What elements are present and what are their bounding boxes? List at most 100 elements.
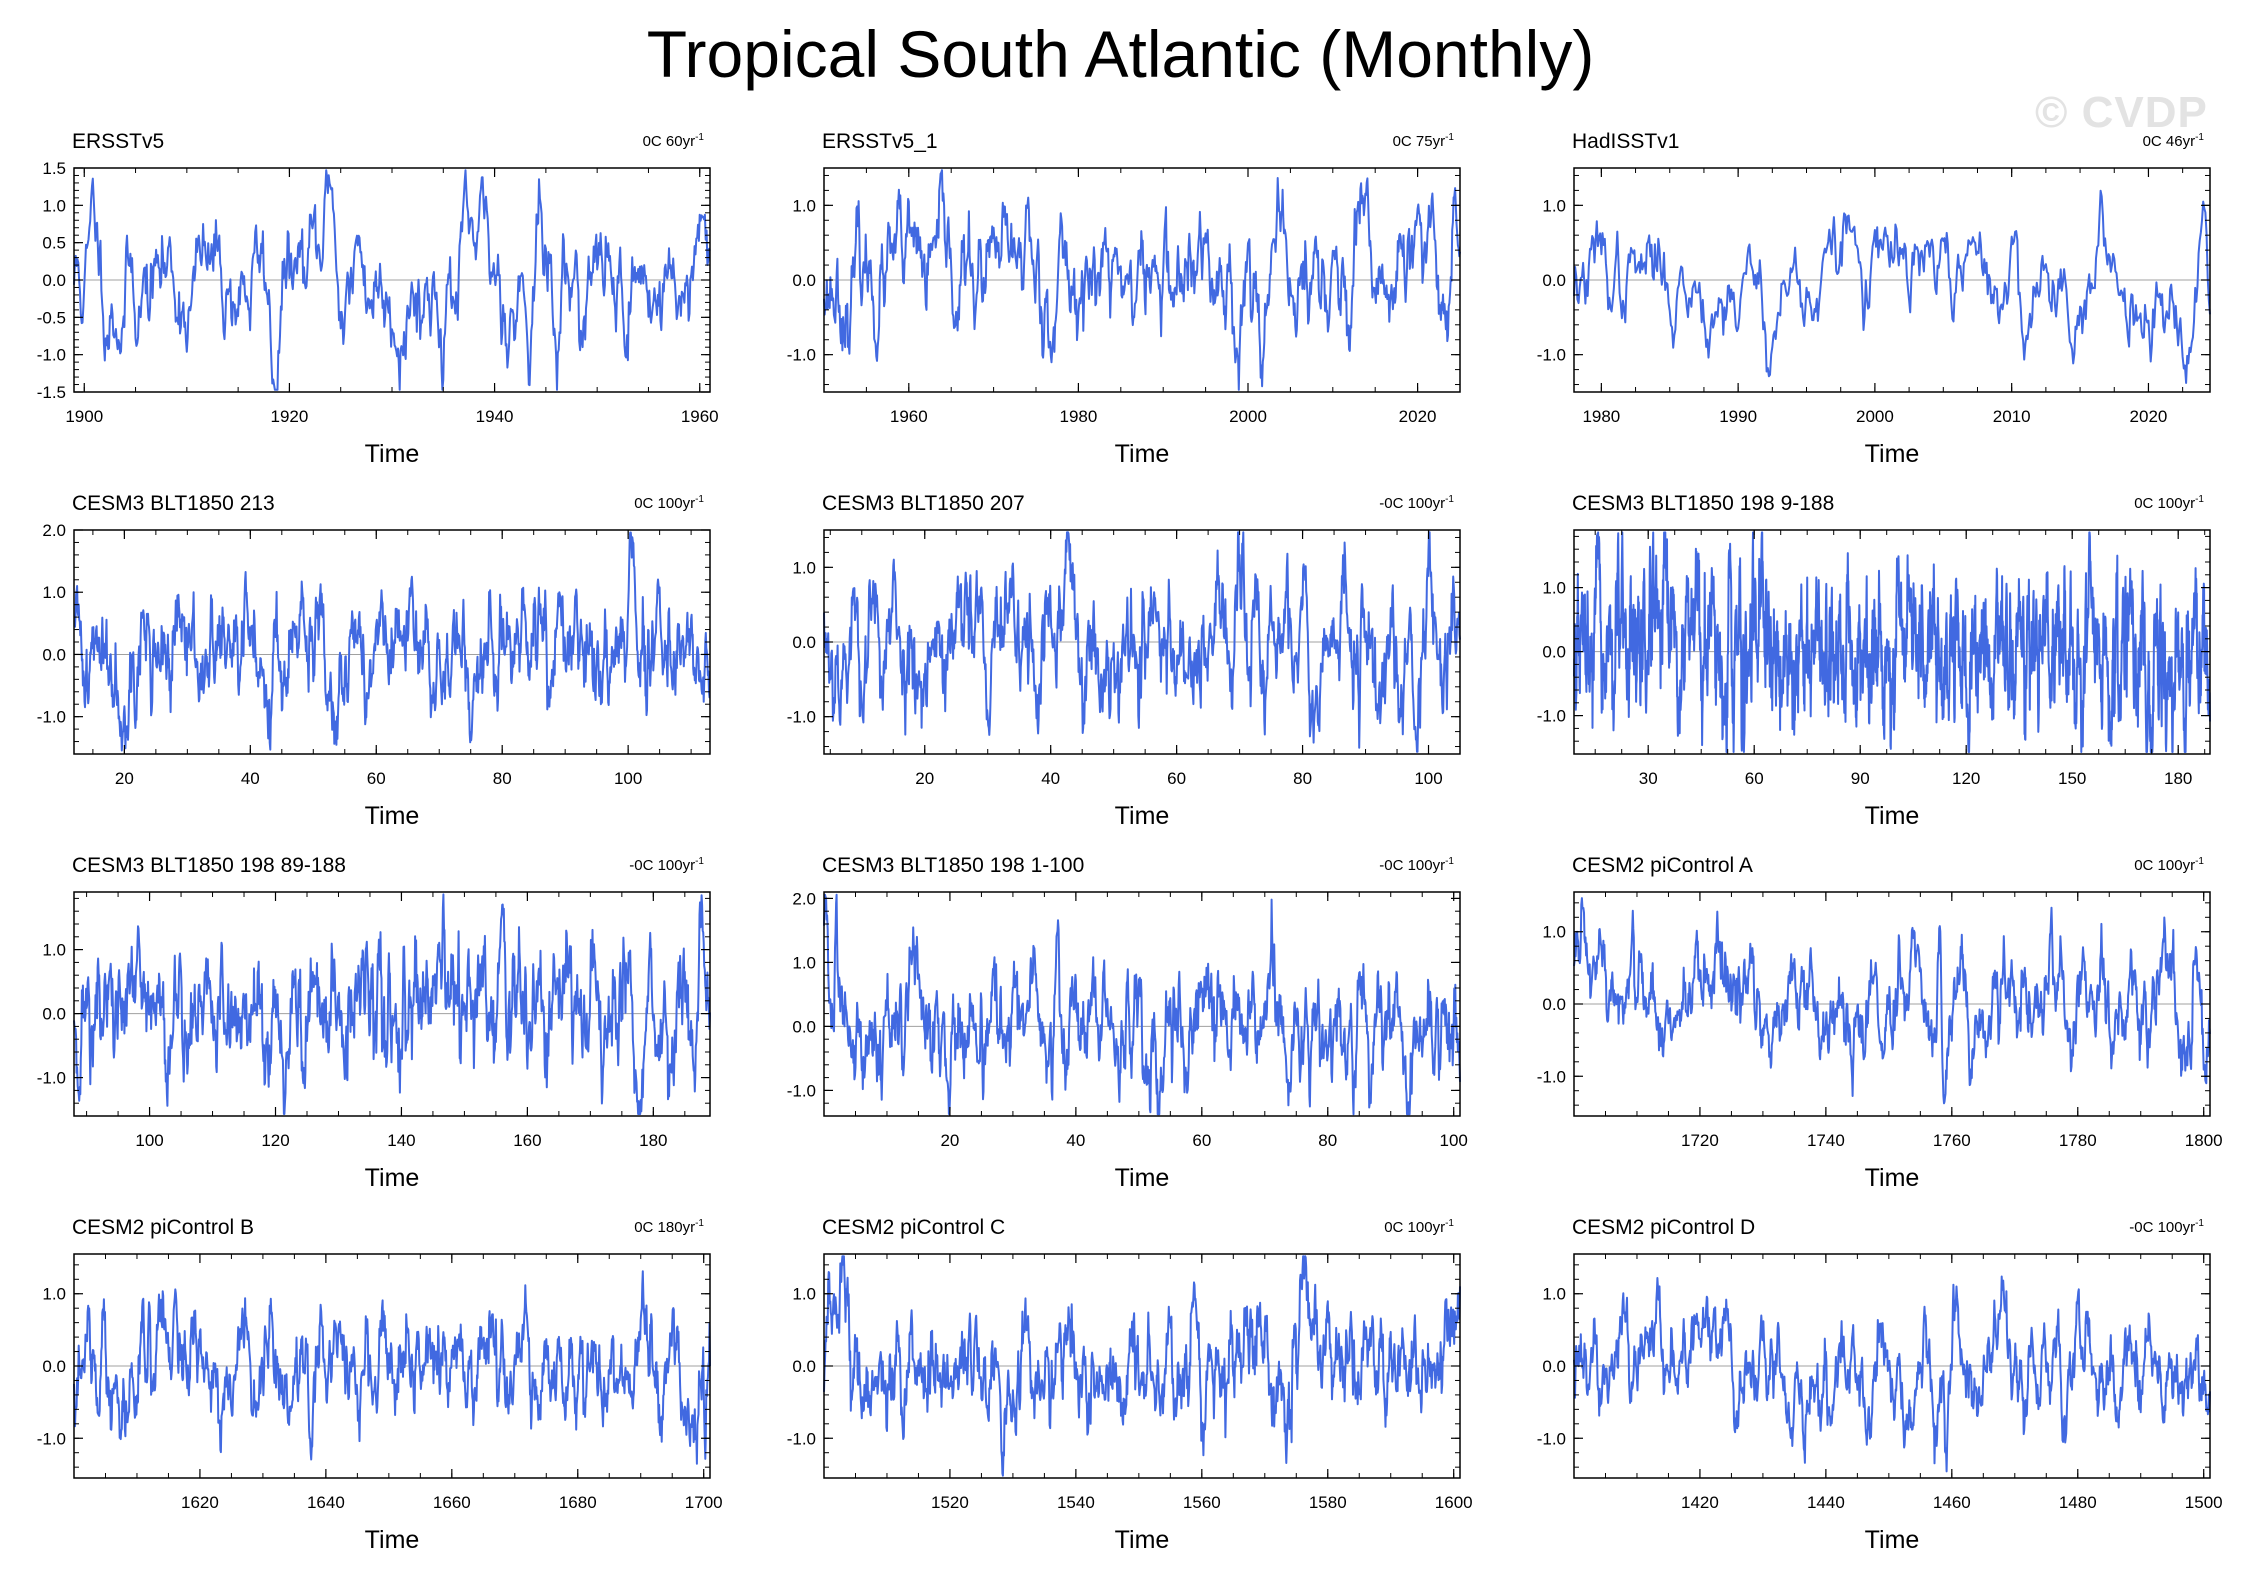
y-tick-label: 2.0 (792, 889, 816, 908)
x-tick-label: 140 (387, 1131, 415, 1150)
series-line (823, 169, 1461, 391)
x-tick-label: 90 (1851, 769, 1870, 788)
x-axis-label: Time (365, 1526, 420, 1554)
panel-title: CESM2 piControl A (1572, 854, 1753, 877)
y-tick-label: -1.0 (37, 1429, 66, 1448)
y-tick-label: -1.0 (787, 346, 816, 365)
x-tick-label: 180 (639, 1131, 667, 1150)
x-axis-label: Time (1865, 802, 1920, 830)
y-tick-label: 0.0 (42, 1005, 66, 1024)
x-tick-label: 100 (135, 1131, 163, 1150)
x-tick-label: 20 (915, 769, 934, 788)
y-tick-label: -1.0 (1537, 346, 1566, 365)
plot-frame (823, 891, 1461, 1117)
panel-title: CESM2 piControl D (1572, 1216, 1755, 1239)
x-tick-label: 2000 (1229, 407, 1267, 426)
x-tick-label: 60 (1167, 769, 1186, 788)
y-tick-label: 1.0 (1542, 1285, 1566, 1304)
x-tick-label: 1600 (1435, 1493, 1473, 1512)
x-tick-label: 160 (513, 1131, 541, 1150)
x-tick-label: 180 (2164, 769, 2192, 788)
x-tick-label: 1760 (1933, 1131, 1971, 1150)
panel-title: CESM3 BLT1850 198 9-188 (1572, 492, 1834, 515)
x-tick-label: 1700 (685, 1493, 723, 1512)
y-tick-label: 1.0 (792, 558, 816, 577)
x-axis-label: Time (1115, 1164, 1170, 1192)
x-tick-label: 2010 (1993, 407, 2031, 426)
trend-label: 0C 100yr-1 (2134, 856, 2204, 874)
y-tick-label: 1.0 (792, 196, 816, 215)
y-tick-label: -1.5 (37, 383, 66, 402)
y-tick-label: 0.5 (42, 234, 66, 253)
x-tick-label: 80 (1293, 769, 1312, 788)
x-tick-label: 80 (493, 769, 512, 788)
y-tick-label: 0.0 (42, 645, 66, 664)
panel-title: CESM3 BLT1850 213 (72, 492, 275, 515)
x-tick-label: 2000 (1856, 407, 1894, 426)
y-tick-label: -1.0 (1537, 1429, 1566, 1448)
trend-label: 0C 46yr-1 (2143, 132, 2205, 150)
x-axis-label: Time (365, 802, 420, 830)
panel-6: CESM3 BLT1850 198 9-188 0C 100yr-1 -1.0 0.0… (1537, 492, 2211, 830)
x-tick-label: 1620 (181, 1493, 219, 1512)
x-tick-label: 1660 (433, 1493, 471, 1512)
x-tick-label: 1990 (1719, 407, 1757, 426)
x-tick-label: 1680 (559, 1493, 597, 1512)
series-line (1573, 897, 2211, 1105)
x-tick-label: 1920 (271, 407, 309, 426)
x-tick-label: 120 (1952, 769, 1980, 788)
y-tick-label: 1.0 (42, 583, 66, 602)
panel-10: CESM2 piControl B 0C 180yr-1 -1.0 0.0 1.0 162… (37, 1216, 723, 1554)
y-tick-label: -1.0 (787, 708, 816, 727)
x-tick-label: 60 (1192, 1131, 1211, 1150)
x-tick-label: 1520 (931, 1493, 969, 1512)
x-tick-label: 30 (1639, 769, 1658, 788)
panel-1: ERSSTv5 0C 60yr-1 -1.5 -1.0 -0.5 0.0 0.5 1.0 1.5… (37, 130, 719, 468)
x-tick-label: 1580 (1309, 1493, 1347, 1512)
y-tick-label: -0.5 (37, 308, 66, 327)
y-tick-label: 1.0 (1542, 579, 1566, 598)
y-tick-label: -1.0 (37, 708, 66, 727)
x-tick-label: 1480 (2059, 1493, 2097, 1512)
panel-title: CESM3 BLT1850 198 1-100 (822, 854, 1084, 877)
x-tick-label: 20 (115, 769, 134, 788)
panel-11: CESM2 piControl C 0C 100yr-1 -1.0 0.0 1.0 152… (787, 1216, 1473, 1554)
x-axis-label: Time (1865, 440, 1920, 468)
x-tick-label: 60 (367, 769, 386, 788)
trend-label: -0C 100yr-1 (1379, 494, 1454, 512)
panel-9: CESM2 piControl A 0C 100yr-1 -1.0 0.0 1.0 172… (1537, 854, 2223, 1192)
series-line (73, 169, 711, 391)
panel-title: HadISSTv1 (1572, 130, 1679, 153)
x-tick-label: 100 (614, 769, 642, 788)
panel-4: CESM3 BLT1850 213 0C 100yr-1 -1.0 0.0 1.0 2.0… (37, 492, 711, 830)
x-tick-label: 1540 (1057, 1493, 1095, 1512)
watermark: © CVDP (2035, 88, 2208, 137)
panel-5: CESM3 BLT1850 207 -0C 100yr-1 -1.0 0.0 1.0 20… (787, 492, 1461, 830)
trend-label: 0C 100yr-1 (1384, 1218, 1454, 1236)
y-tick-label: 0.0 (42, 271, 66, 290)
series-line (73, 893, 711, 1115)
x-tick-label: 1560 (1183, 1493, 1221, 1512)
x-tick-label: 1720 (1681, 1131, 1719, 1150)
trend-label: 0C 75yr-1 (1393, 132, 1455, 150)
series-line (73, 531, 711, 752)
figure-title: Tropical South Atlantic (Monthly) (646, 17, 1595, 91)
x-axis-label: Time (1865, 1526, 1920, 1554)
x-tick-label: 60 (1745, 769, 1764, 788)
y-tick-label: 1.0 (792, 1285, 816, 1304)
series-line (823, 1255, 1461, 1477)
x-tick-label: 20 (940, 1131, 959, 1150)
series-line (1573, 189, 2211, 384)
x-tick-label: 1940 (476, 407, 514, 426)
x-axis-label: Time (365, 1164, 420, 1192)
x-axis-label: Time (1115, 1526, 1170, 1554)
x-tick-label: 1780 (2059, 1131, 2097, 1150)
trend-label: -0C 100yr-1 (2129, 1218, 2204, 1236)
series-line (823, 893, 1461, 1116)
x-tick-label: 2020 (2130, 407, 2168, 426)
y-tick-label: -1.0 (787, 1081, 816, 1100)
y-tick-label: 1.0 (792, 953, 816, 972)
y-tick-label: -1.0 (787, 1429, 816, 1448)
panel-title: CESM2 piControl B (72, 1216, 254, 1239)
x-tick-label: 80 (1318, 1131, 1337, 1150)
